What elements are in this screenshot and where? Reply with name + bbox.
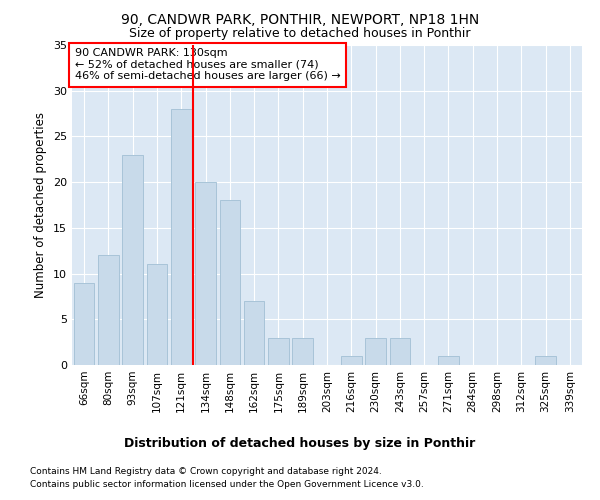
Text: 90 CANDWR PARK: 130sqm
← 52% of detached houses are smaller (74)
46% of semi-det: 90 CANDWR PARK: 130sqm ← 52% of detached… xyxy=(74,48,340,82)
Y-axis label: Number of detached properties: Number of detached properties xyxy=(34,112,47,298)
Bar xyxy=(195,182,216,365)
Bar xyxy=(220,200,240,365)
Bar xyxy=(122,154,143,365)
Bar xyxy=(171,109,191,365)
Bar xyxy=(292,338,313,365)
Bar xyxy=(438,356,459,365)
Text: Contains public sector information licensed under the Open Government Licence v3: Contains public sector information licen… xyxy=(30,480,424,489)
Bar xyxy=(98,256,119,365)
Bar xyxy=(365,338,386,365)
Bar xyxy=(535,356,556,365)
Bar xyxy=(341,356,362,365)
Bar xyxy=(268,338,289,365)
Text: Distribution of detached houses by size in Ponthir: Distribution of detached houses by size … xyxy=(124,437,476,450)
Bar xyxy=(244,301,265,365)
Bar xyxy=(74,282,94,365)
Bar xyxy=(146,264,167,365)
Text: 90, CANDWR PARK, PONTHIR, NEWPORT, NP18 1HN: 90, CANDWR PARK, PONTHIR, NEWPORT, NP18 … xyxy=(121,12,479,26)
Bar xyxy=(389,338,410,365)
Text: Contains HM Land Registry data © Crown copyright and database right 2024.: Contains HM Land Registry data © Crown c… xyxy=(30,467,382,476)
Text: Size of property relative to detached houses in Ponthir: Size of property relative to detached ho… xyxy=(129,28,471,40)
